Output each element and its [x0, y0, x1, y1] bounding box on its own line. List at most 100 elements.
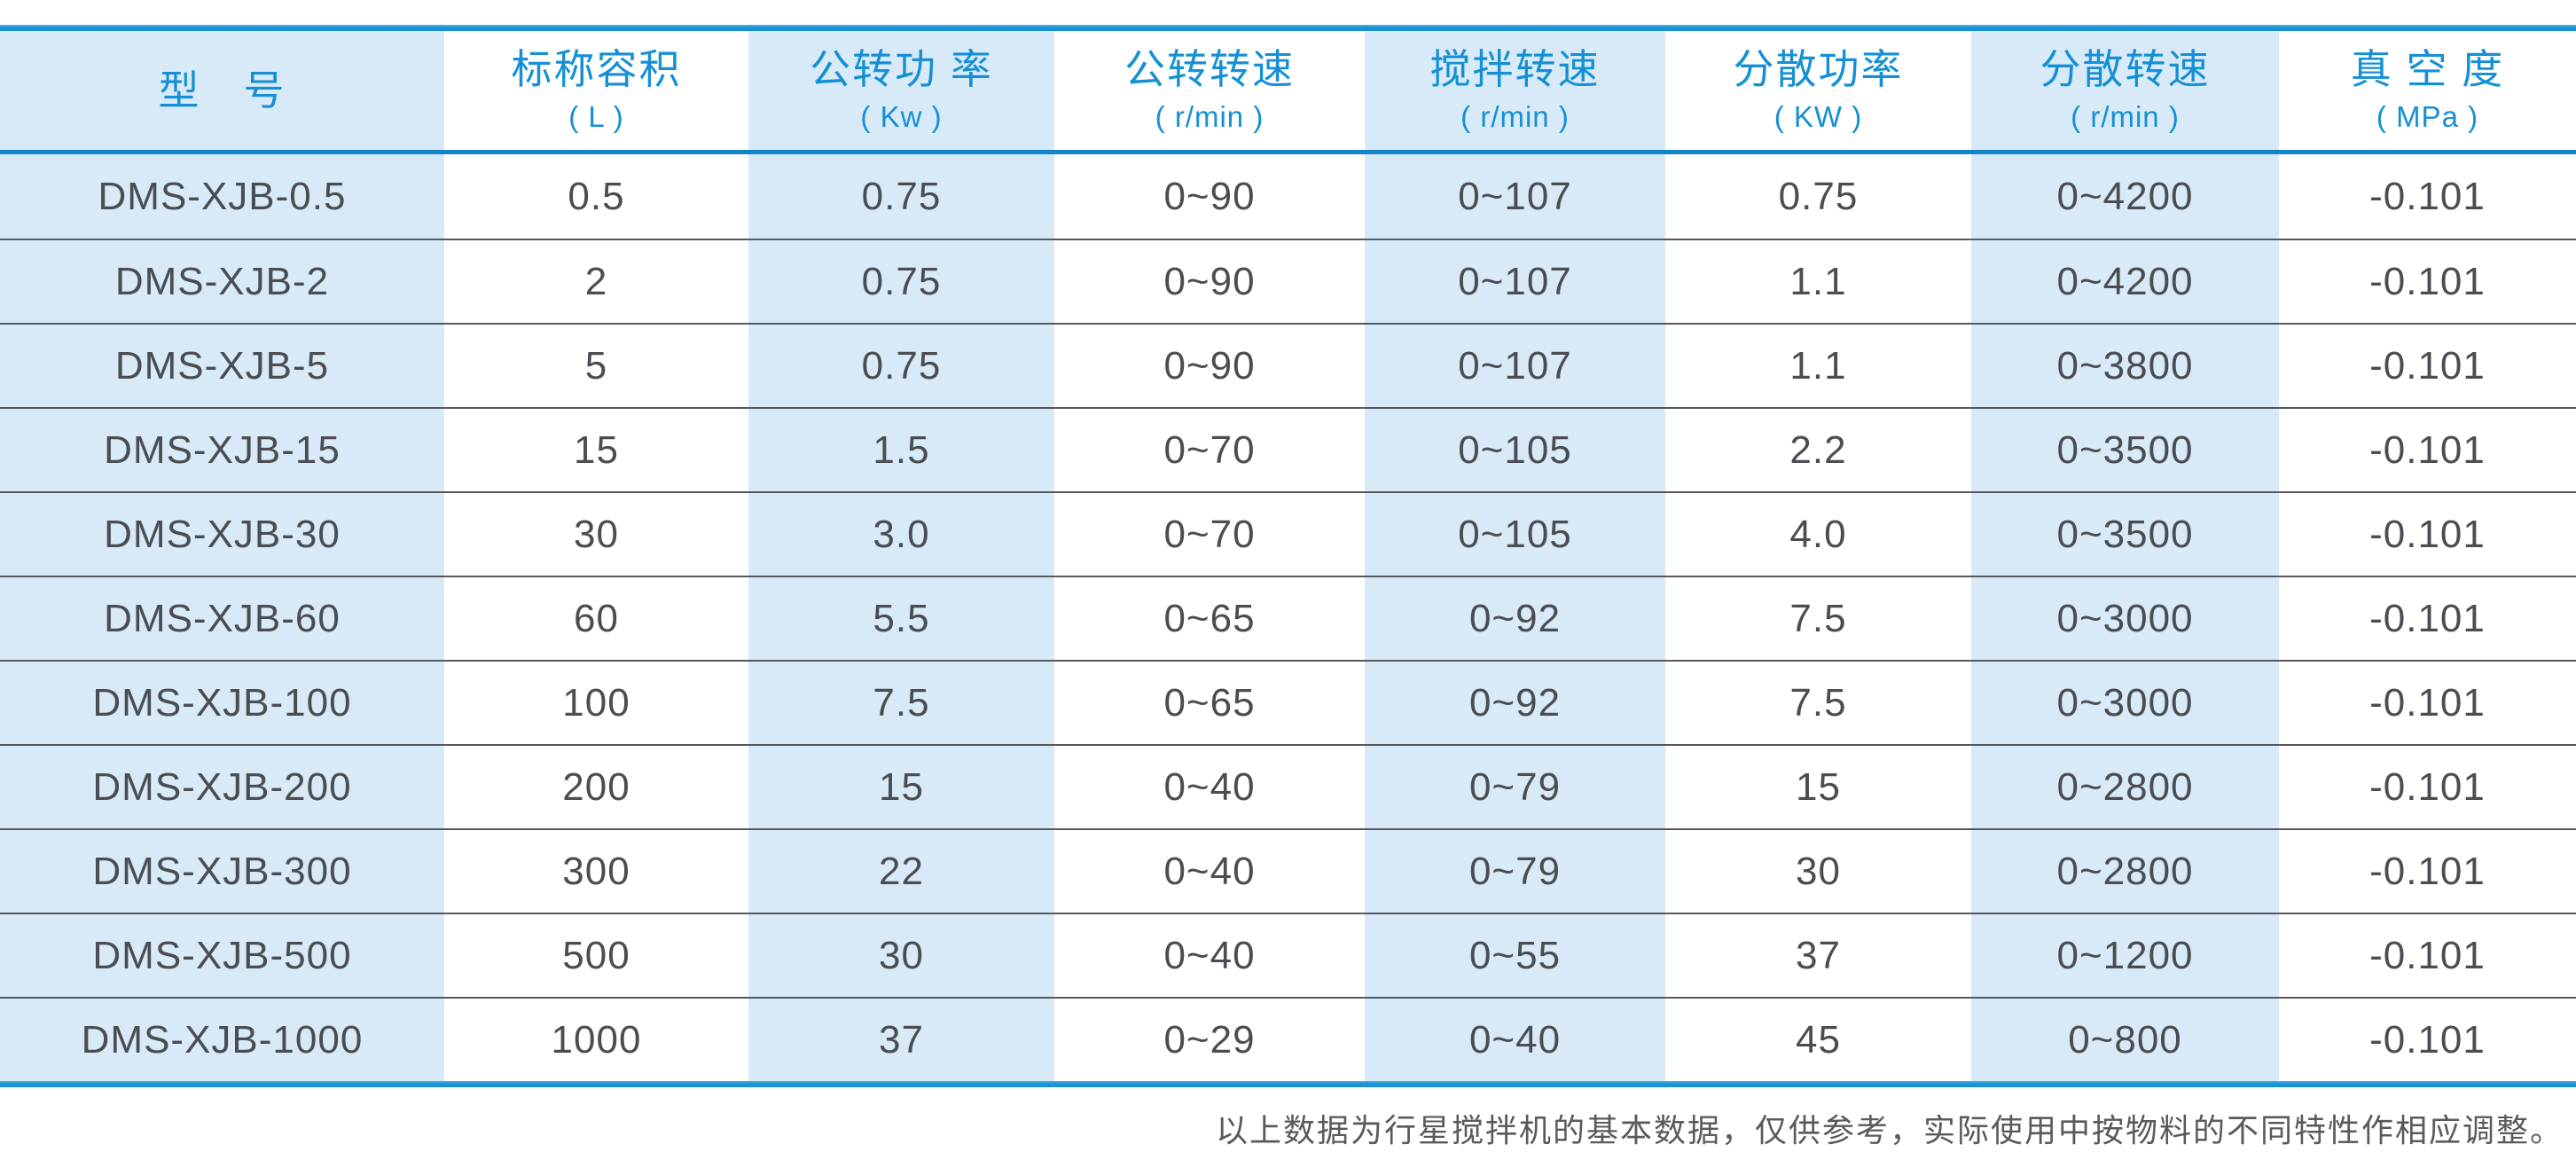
value-cell: 15	[1796, 764, 1841, 809]
value-cell: -0.101	[2369, 1017, 2486, 1062]
table-header: 型 号 标称容积 ( L ) 公转功 率 ( Kw ) 公转转速 ( r/min…	[0, 31, 2576, 154]
value-cell: 100	[562, 680, 630, 725]
model-cell: DMS-XJB-5	[0, 325, 444, 407]
header-unit: ( r/min )	[1155, 100, 1265, 134]
value-cell: 0~105	[1365, 409, 1665, 491]
value-cell: -0.101	[2369, 259, 2486, 303]
value-cell: 1.5	[748, 409, 1054, 491]
header-unit: ( r/min )	[2071, 100, 2180, 134]
value-cell: 0~4200	[1971, 154, 2279, 239]
value-cell: 0~29	[1163, 1017, 1256, 1062]
value-cell: 0~70	[1163, 512, 1256, 556]
value-cell: 0~70	[1163, 427, 1256, 472]
value-cell: 0~79	[1365, 830, 1665, 913]
value-cell: 37	[1796, 933, 1841, 977]
value-cell: 0~2800	[1971, 830, 2279, 913]
table-bottom-border	[0, 1081, 2576, 1087]
table-row: DMS-XJB-15 15 1.5 0~70 0~105 2.2 0~3500 …	[0, 407, 2576, 491]
value-cell: 0.75	[1778, 174, 1859, 218]
value-cell: 0~90	[1163, 259, 1256, 303]
value-cell: 0~90	[1163, 174, 1256, 218]
table-row: DMS-XJB-200 200 15 0~40 0~79 15 0~2800 -…	[0, 744, 2576, 828]
table-row: DMS-XJB-1000 1000 37 0~29 0~40 45 0~800 …	[0, 997, 2576, 1081]
column-header-revolution-speed: 公转转速 ( r/min )	[1054, 31, 1365, 150]
model-cell: DMS-XJB-100	[0, 662, 444, 744]
value-cell: 0~40	[1163, 849, 1256, 893]
value-cell: 1.1	[1789, 259, 1847, 303]
spec-table: 型 号 标称容积 ( L ) 公转功 率 ( Kw ) 公转转速 ( r/min…	[0, 25, 2576, 1087]
value-cell: 0~1200	[1971, 914, 2279, 997]
column-header-dispersion-speed: 分散转速 ( r/min )	[1971, 31, 2279, 150]
value-cell: -0.101	[2369, 427, 2486, 472]
header-label: 公转转速	[1124, 45, 1295, 92]
model-cell: DMS-XJB-300	[0, 830, 444, 913]
table-row: DMS-XJB-300 300 22 0~40 0~79 30 0~2800 -…	[0, 828, 2576, 913]
header-unit: ( L )	[568, 100, 624, 134]
value-cell: 45	[1796, 1017, 1841, 1062]
value-cell: 0~40	[1163, 764, 1256, 809]
model-cell: DMS-XJB-15	[0, 409, 444, 491]
value-cell: 300	[562, 849, 630, 893]
header-label: 分散功率	[1733, 45, 1904, 92]
model-cell: DMS-XJB-200	[0, 746, 444, 828]
footnote: 以上数据为行星搅拌机的基本数据，仅供参考，实际使用中按物料的不同特性作相应调整。	[1215, 1113, 2564, 1149]
value-cell: 0.75	[748, 325, 1054, 407]
column-header-stir-speed: 搅拌转速 ( r/min )	[1365, 31, 1665, 150]
value-cell: 2.2	[1789, 427, 1847, 472]
value-cell: 0~65	[1163, 596, 1256, 640]
value-cell: 5.5	[748, 577, 1054, 660]
value-cell: -0.101	[2369, 764, 2486, 809]
value-cell: 0~4200	[1971, 240, 2279, 323]
value-cell: 30	[574, 512, 619, 556]
value-cell: 0~2800	[1971, 746, 2279, 828]
model-cell: DMS-XJB-60	[0, 577, 444, 660]
column-header-dispersion-power: 分散功率 ( KW )	[1665, 31, 1971, 150]
value-cell: -0.101	[2369, 933, 2486, 977]
value-cell: -0.101	[2369, 343, 2486, 388]
value-cell: 0~107	[1365, 240, 1665, 323]
value-cell: 0~3800	[1971, 325, 2279, 407]
value-cell: 15	[574, 427, 619, 472]
value-cell: 0~90	[1163, 343, 1256, 388]
value-cell: 0~3500	[1971, 409, 2279, 491]
value-cell: -0.101	[2369, 680, 2486, 725]
value-cell: 0.5	[568, 174, 625, 218]
value-cell: 0~105	[1365, 493, 1665, 576]
header-unit: ( KW )	[1773, 100, 1863, 134]
header-label: 标称容积	[511, 45, 682, 92]
value-cell: 7.5	[1789, 596, 1847, 640]
header-label: 公转功 率	[810, 45, 993, 92]
header-label: 型 号	[158, 67, 286, 114]
value-cell: 0~92	[1365, 662, 1665, 744]
value-cell: 0~79	[1365, 746, 1665, 828]
column-header-vacuum: 真 空 度 ( MPa )	[2279, 31, 2576, 150]
value-cell: -0.101	[2369, 512, 2486, 556]
header-label: 搅拌转速	[1429, 45, 1601, 92]
table-row: DMS-XJB-30 30 3.0 0~70 0~105 4.0 0~3500 …	[0, 491, 2576, 576]
value-cell: 2	[584, 259, 608, 303]
value-cell: 37	[748, 999, 1054, 1081]
value-cell: 30	[1796, 849, 1841, 893]
value-cell: 15	[748, 746, 1054, 828]
value-cell: 0~40	[1365, 999, 1665, 1081]
table-row: DMS-XJB-0.5 0.5 0.75 0~90 0~107 0.75 0~4…	[0, 154, 2576, 239]
value-cell: 1.1	[1789, 343, 1847, 388]
header-unit: ( r/min )	[1460, 100, 1570, 134]
model-cell: DMS-XJB-1000	[0, 999, 444, 1081]
value-cell: 5	[584, 343, 608, 388]
value-cell: 500	[562, 933, 630, 977]
header-unit: ( MPa )	[2376, 100, 2479, 134]
column-header-model: 型 号	[0, 31, 444, 150]
value-cell: 7.5	[748, 662, 1054, 744]
value-cell: 30	[748, 914, 1054, 997]
value-cell: 3.0	[748, 493, 1054, 576]
value-cell: 0~3000	[1971, 577, 2279, 660]
value-cell: 60	[574, 596, 619, 640]
table-row: DMS-XJB-60 60 5.5 0~65 0~92 7.5 0~3000 -…	[0, 576, 2576, 660]
model-cell: DMS-XJB-2	[0, 240, 444, 323]
header-unit: ( Kw )	[860, 100, 943, 134]
column-header-revolution-power: 公转功 率 ( Kw )	[748, 31, 1054, 150]
column-header-volume: 标称容积 ( L )	[444, 31, 748, 150]
value-cell: 7.5	[1789, 680, 1847, 725]
